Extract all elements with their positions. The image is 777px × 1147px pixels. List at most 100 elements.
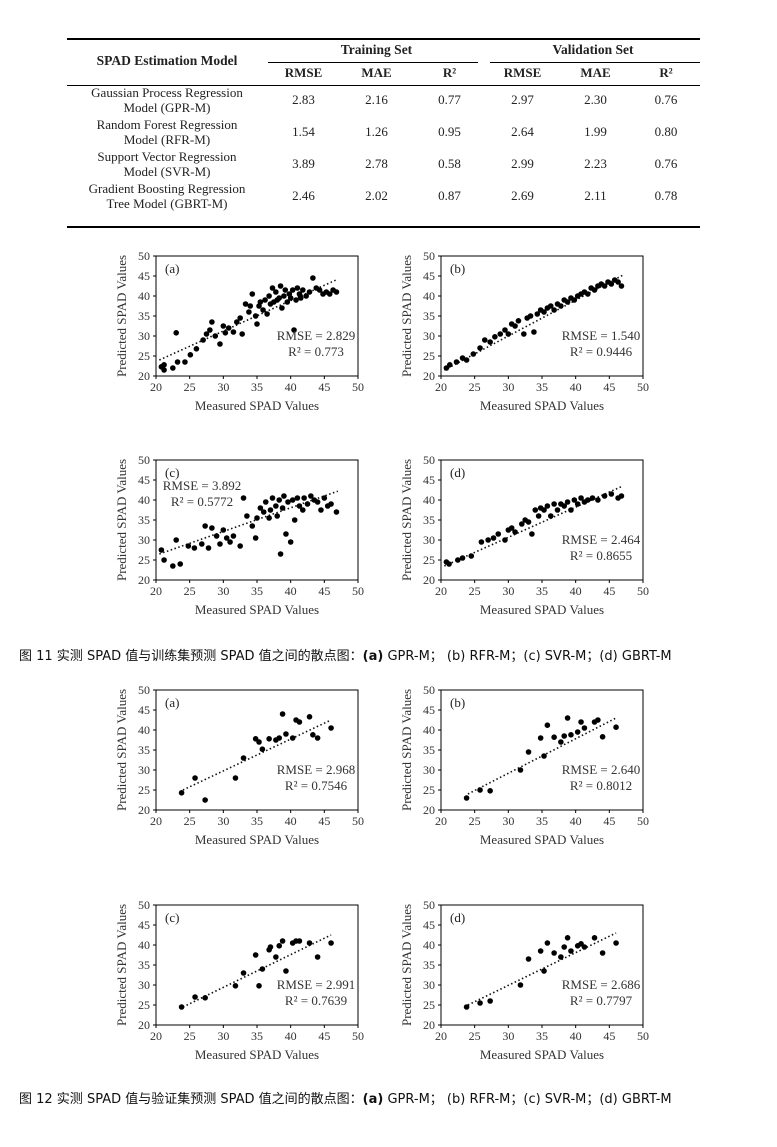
data-point (310, 275, 316, 281)
x-tick-label: 20 (435, 1029, 447, 1043)
data-point (237, 543, 243, 549)
x-tick-label: 45 (318, 380, 330, 394)
x-tick-label: 40 (570, 1029, 582, 1043)
x-tick-label: 50 (352, 1029, 364, 1043)
data-point (294, 495, 301, 501)
y-tick-label: 25 (138, 998, 150, 1012)
data-point (287, 295, 294, 301)
data-point (177, 561, 184, 567)
x-tick-label: 30 (217, 584, 229, 598)
data-point (541, 968, 547, 974)
data-point (310, 732, 316, 738)
y-tick-label: 30 (423, 763, 435, 777)
value-cell: 0.87 (438, 188, 461, 203)
data-point (264, 311, 270, 317)
y-tick-label: 30 (138, 329, 150, 343)
x-tick-label: 40 (285, 584, 297, 598)
data-point (269, 495, 276, 501)
caption-rest: GPR-M； (b) RFR-M；(c) SVR-M；(d) GBRT-M (383, 649, 672, 664)
data-point (574, 501, 581, 507)
y-tick-label: 50 (423, 898, 435, 912)
value-cell: 2.46 (292, 188, 315, 203)
x-tick-label: 20 (150, 814, 162, 828)
data-point (274, 513, 280, 519)
value-cell: 2.83 (292, 92, 315, 107)
data-point (521, 331, 527, 337)
validation-set-header: Validation Set (552, 42, 634, 57)
data-point (618, 493, 625, 499)
data-point (525, 749, 532, 755)
data-point (299, 507, 306, 513)
x-tick-label: 30 (217, 1029, 229, 1043)
data-point (487, 788, 493, 794)
y-tick-label: 45 (138, 473, 150, 487)
value-cell: 1.99 (584, 124, 607, 139)
scatter-plot-svg: 20 25 30 35 40 45 50 20 25 30 35 40 45 50 Measured SPA… (114, 683, 364, 847)
data-point (281, 493, 287, 499)
data-point (170, 365, 176, 371)
data-point (551, 734, 557, 740)
training-group-rule (268, 62, 478, 63)
data-point (459, 555, 466, 561)
data-point (492, 334, 498, 340)
y-tick-label: 30 (423, 978, 435, 992)
data-point (207, 327, 213, 333)
data-point (281, 293, 287, 299)
y-tick-label: 50 (138, 453, 150, 467)
value-cell: 2.16 (365, 92, 388, 107)
y-tick-label: 40 (423, 723, 435, 737)
data-point (252, 952, 259, 958)
data-point (502, 327, 508, 333)
data-point (283, 531, 289, 537)
data-point (478, 539, 485, 545)
y-tick-label: 20 (423, 803, 435, 817)
y-tick-label: 25 (423, 349, 435, 363)
data-point (608, 281, 615, 287)
data-point (285, 499, 291, 505)
data-point (291, 327, 297, 333)
x-tick-label: 45 (603, 380, 615, 394)
y-tick-label: 20 (138, 573, 150, 587)
data-point (477, 787, 483, 793)
metric-header: MAE (361, 65, 392, 80)
data-point (296, 503, 303, 509)
data-point (564, 715, 571, 721)
rmse-annotation: RMSE = 2.968 (277, 762, 355, 777)
x-tick-label: 30 (502, 584, 514, 598)
data-point (192, 994, 198, 1000)
panel-label: (c) (165, 465, 179, 480)
data-point (296, 719, 303, 725)
data-point (333, 509, 340, 515)
table-top-rule (67, 38, 700, 40)
y-tick-label: 45 (138, 703, 150, 717)
y-tick-label: 20 (423, 369, 435, 383)
data-point (568, 732, 574, 738)
x-tick-label: 25 (184, 1029, 196, 1043)
data-point (551, 950, 557, 956)
fig11-plot-c: 20 25 30 35 40 45 50 20 25 30 35 40 45 50 Measured SPA… (112, 452, 374, 627)
data-point (257, 299, 264, 305)
data-point (568, 948, 574, 954)
data-point (301, 495, 307, 501)
rmse-annotation: RMSE = 2.686 (562, 977, 641, 992)
rmse-annotation: RMSE = 2.640 (562, 762, 640, 777)
data-point (277, 283, 284, 289)
data-point (535, 513, 542, 519)
y-tick-label: 20 (138, 369, 150, 383)
data-point (564, 935, 571, 941)
model-name-cell: Random Forest Regression Model (RFR-M) (67, 116, 267, 148)
data-point (537, 735, 544, 741)
y-tick-label: 35 (423, 958, 435, 972)
data-point (254, 515, 260, 521)
data-point (291, 517, 298, 523)
value-cell: 2.11 (584, 188, 607, 203)
data-point (333, 289, 340, 295)
data-point (497, 331, 504, 337)
data-point (561, 944, 568, 950)
data-point (259, 746, 266, 752)
data-point (203, 331, 210, 337)
data-point (328, 940, 334, 946)
data-point (252, 313, 259, 319)
data-point (477, 1000, 483, 1006)
x-tick-label: 45 (603, 584, 615, 598)
